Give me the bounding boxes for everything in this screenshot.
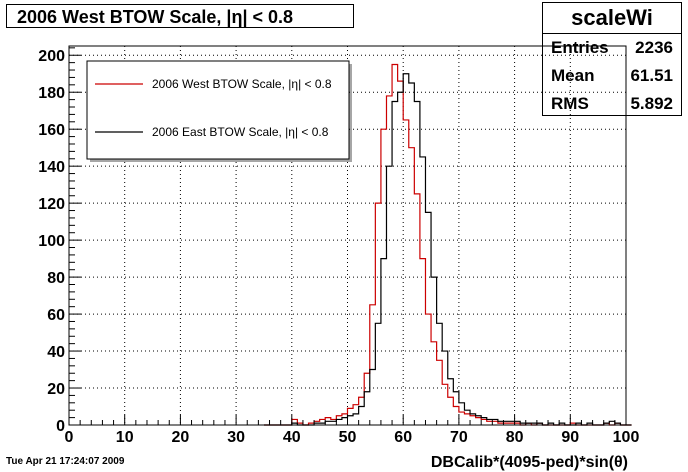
- stats-entries-label: Entries: [551, 38, 609, 57]
- legend-label-0: 2006 West BTOW Scale, |η| < 0.8: [152, 77, 332, 91]
- stats-row-rms: RMS 5.892: [543, 90, 681, 118]
- axis-ticks: [68, 47, 627, 426]
- y-tick-label: 140: [38, 159, 65, 176]
- stats-mean-label: Mean: [551, 66, 595, 85]
- x-tick-label: 80: [506, 429, 524, 446]
- stats-histogram-name: scaleWi: [543, 3, 681, 34]
- timestamp: Tue Apr 21 17:24:07 2009: [6, 456, 125, 467]
- stats-row-entries: Entries 2236: [543, 34, 681, 62]
- x-tick-label: 30: [227, 429, 245, 446]
- y-tick-label: 160: [38, 122, 65, 139]
- tick-labels: 0 10 20 30 40 50 60 70 80 90 100 0 20 40 60 80 100 120 140…: [38, 48, 639, 446]
- y-tick-label: 180: [38, 85, 65, 102]
- y-tick-label: 80: [47, 270, 65, 287]
- x-tick-label: 90: [561, 429, 579, 446]
- stats-box: scaleWi Entries 2236 Mean 61.51 RMS 5.89…: [542, 2, 682, 116]
- y-tick-label: 60: [47, 307, 65, 324]
- legend-box: [86, 60, 350, 160]
- chart-title: 2006 West BTOW Scale, |η| < 0.8: [6, 4, 354, 28]
- x-tick-label: 70: [450, 429, 468, 446]
- y-tick-label: 40: [47, 344, 65, 361]
- stats-row-mean: Mean 61.51: [543, 62, 681, 90]
- legend-label-1: 2006 East BTOW Scale, |η| < 0.8: [152, 125, 329, 139]
- grid-lines: [69, 46, 626, 425]
- x-tick-label: 100: [613, 429, 640, 446]
- stats-entries-value: 2236: [635, 38, 673, 57]
- stats-rms-value: 5.892: [630, 94, 673, 113]
- y-tick-label: 0: [56, 418, 65, 435]
- y-tick-label: 100: [38, 233, 65, 250]
- y-tick-label: 20: [47, 381, 65, 398]
- stats-rms-label: RMS: [551, 94, 589, 113]
- y-tick-label: 120: [38, 196, 65, 213]
- stats-mean-value: 61.51: [630, 66, 673, 85]
- x-tick-label: 10: [116, 429, 134, 446]
- x-axis-title: DBCalib*(4095-ped)*sin(θ): [431, 454, 628, 471]
- x-tick-label: 50: [339, 429, 357, 446]
- x-tick-label: 60: [394, 429, 412, 446]
- y-tick-label: 200: [38, 48, 65, 65]
- x-tick-label: 0: [65, 429, 74, 446]
- legend: 2006 West BTOW Scale, |η| < 0.8 2006 East…: [86, 60, 352, 162]
- x-tick-label: 40: [283, 429, 301, 446]
- x-tick-label: 20: [172, 429, 190, 446]
